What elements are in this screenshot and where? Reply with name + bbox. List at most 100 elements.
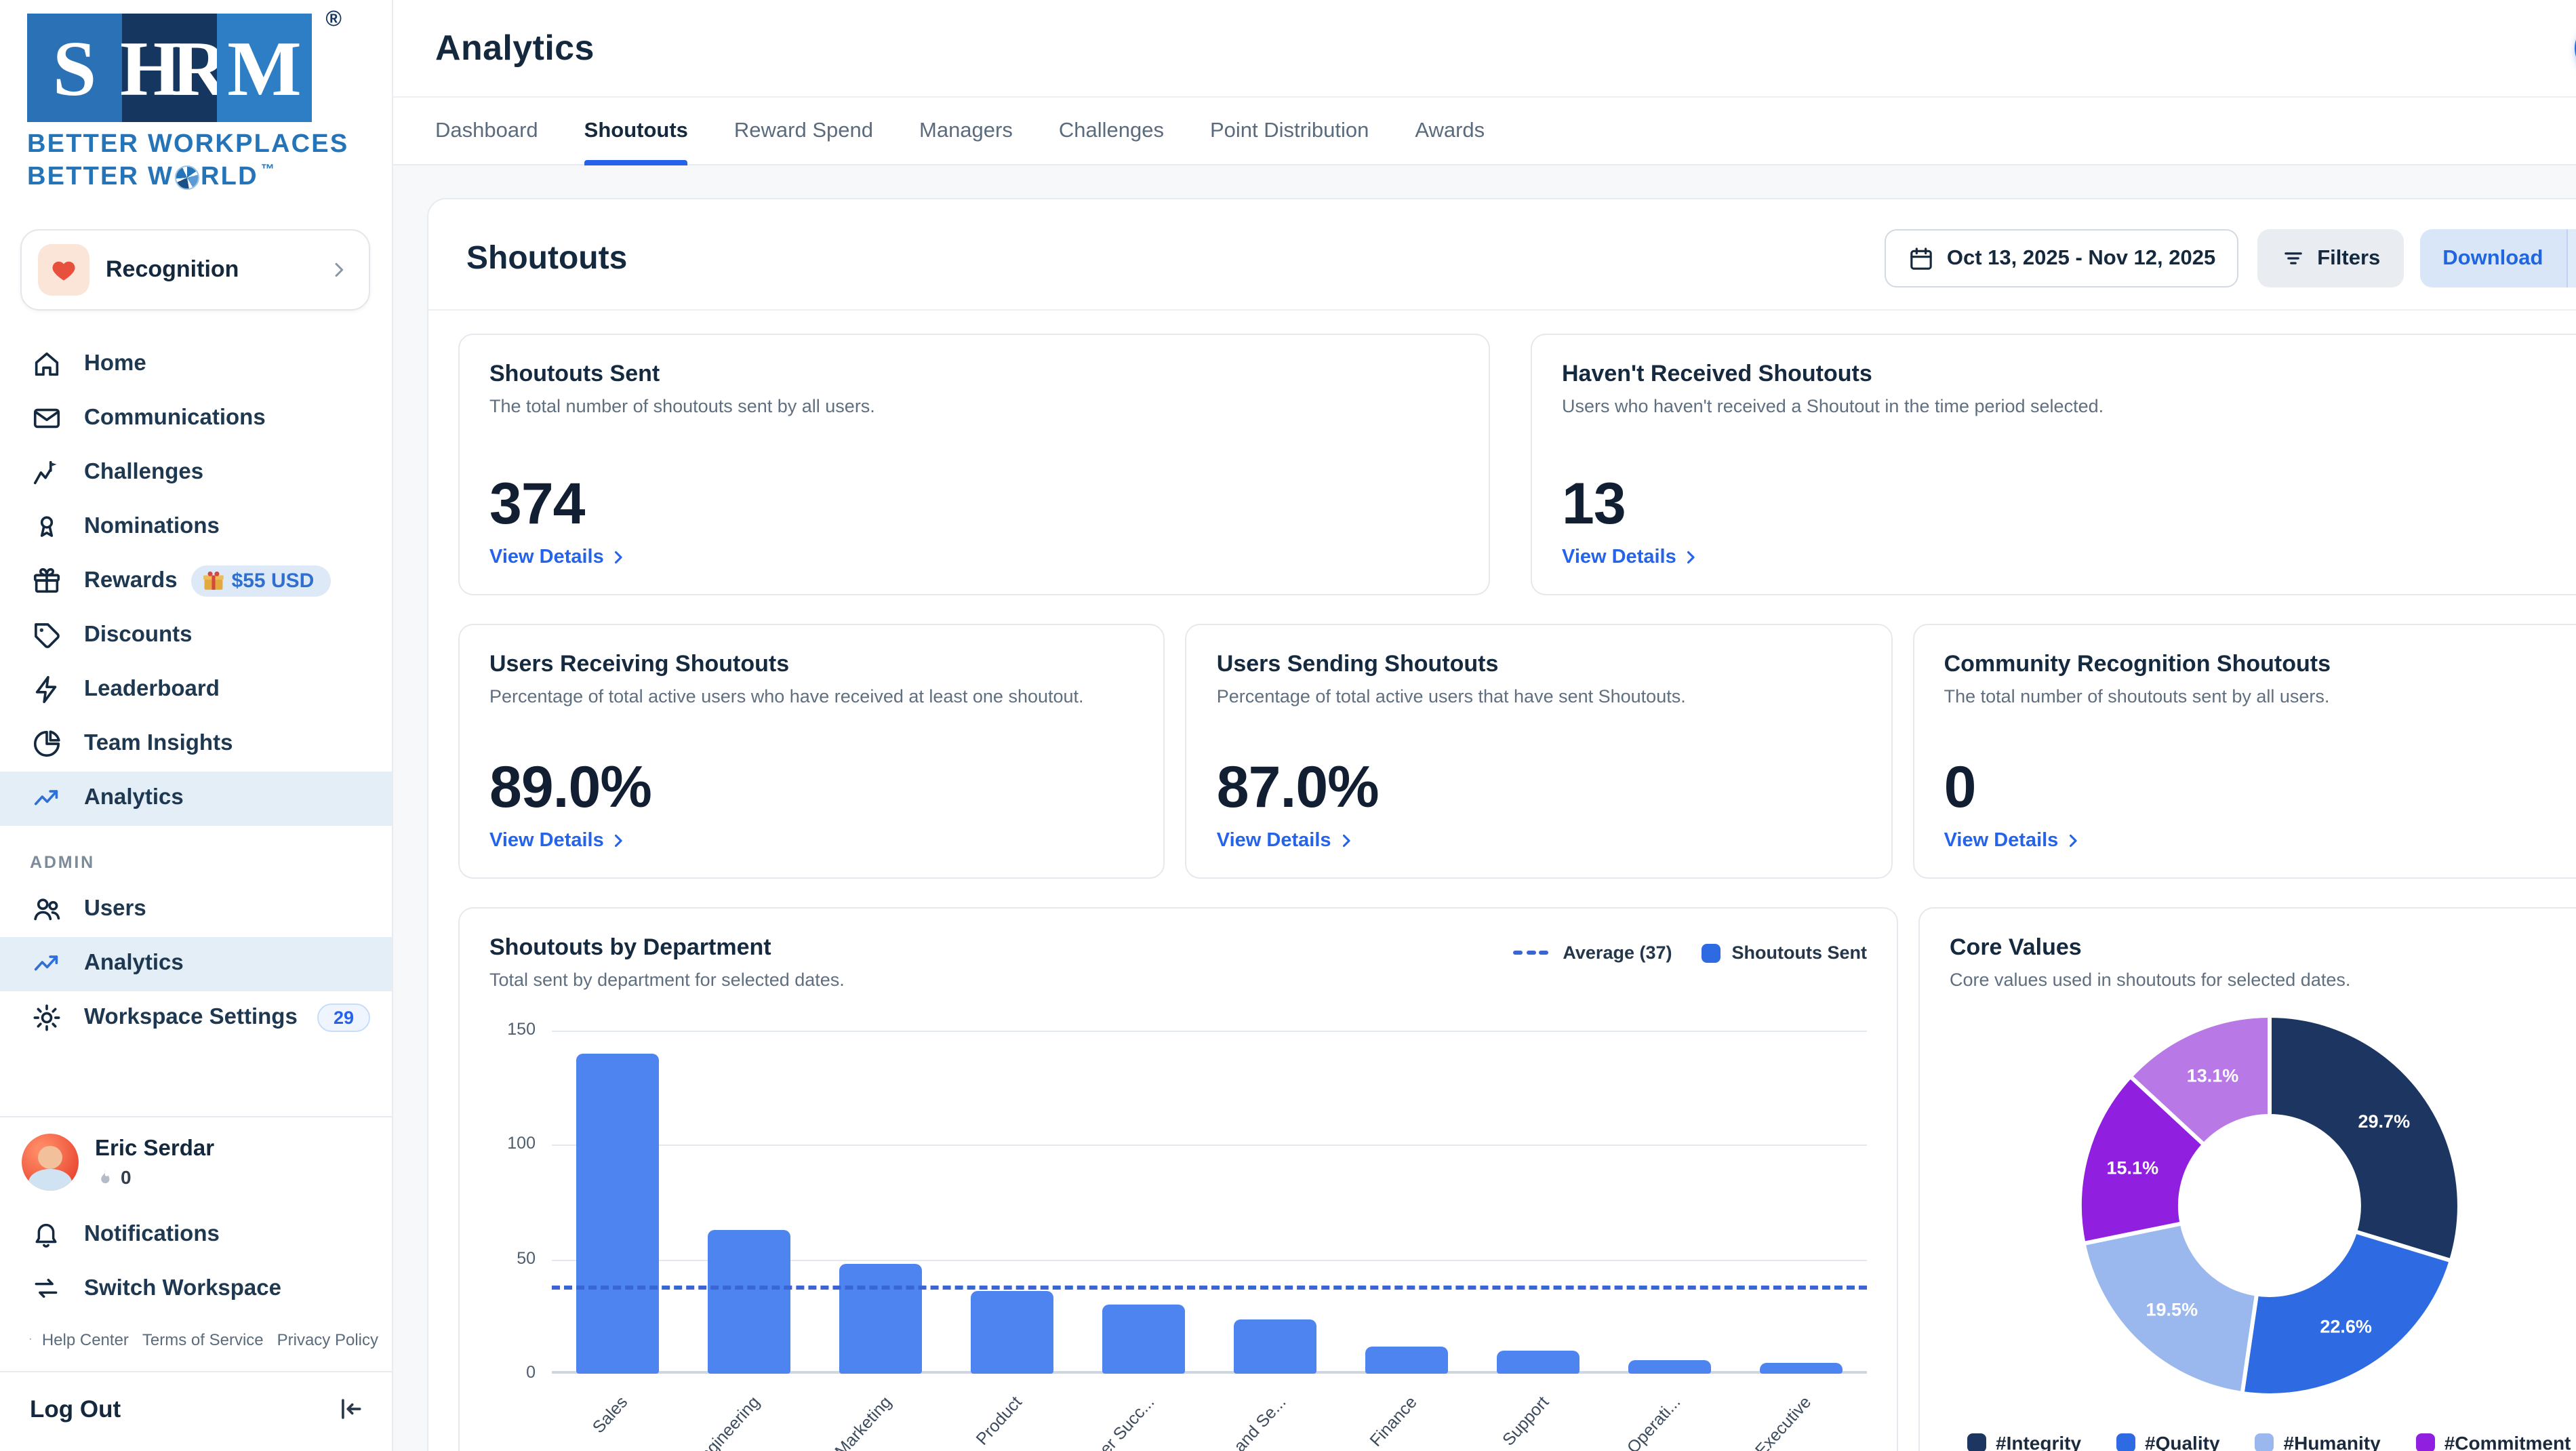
legend-square-icon (2116, 1433, 2136, 1451)
chevron-right-icon (1342, 834, 1350, 848)
team-insights-icon (33, 730, 60, 757)
y-axis-tick: 50 (517, 1248, 536, 1268)
sidebar-item-users[interactable]: Users (0, 882, 392, 936)
legend-square-icon (1702, 943, 1721, 962)
filters-button[interactable]: Filters (2257, 229, 2404, 287)
sidebar-item-notifications[interactable]: Notifications (0, 1207, 392, 1261)
view-details-link[interactable]: View Details (489, 830, 1134, 852)
user-section[interactable]: Eric Serdar 0 (0, 1116, 392, 1207)
gridline (552, 1031, 1867, 1032)
user-name: Eric Serdar (95, 1136, 215, 1161)
sidebar-item-home[interactable]: Home (0, 337, 392, 391)
logo-block-s: S (27, 14, 122, 122)
stat-card-users-receiving: Users Receiving Shoutouts Percentage of … (458, 624, 1165, 879)
download-divider (2566, 229, 2569, 287)
sidebar-item-discounts[interactable]: Discounts (0, 608, 392, 662)
bar-support (1497, 1351, 1579, 1374)
bar-marketing (839, 1264, 922, 1374)
sidebar-item-workspace-settings[interactable]: Workspace Settings 29 (0, 991, 392, 1045)
sidebar-item-label: Home (84, 351, 146, 376)
legend-square-icon (2415, 1433, 2435, 1451)
panel-title: Shoutouts (466, 239, 628, 276)
legend-item-quality: #Quality (2116, 1432, 2220, 1451)
ai-assistant-button[interactable] (2575, 20, 2576, 76)
tab-dashboard[interactable]: Dashboard (435, 119, 538, 142)
home-icon (34, 353, 58, 376)
x-axis-label: Support (1498, 1393, 1552, 1450)
stat-card-havent-received: Haven't Received Shoutouts Users who hav… (1531, 334, 2576, 595)
download-split-button[interactable]: Download (2419, 229, 2576, 287)
sidebar-item-communications[interactable]: Communications (0, 391, 392, 445)
chevron-right-icon (2070, 834, 2077, 848)
date-range-picker[interactable]: Oct 13, 2025 - Nov 12, 2025 (1884, 229, 2239, 287)
help-center-link[interactable]: Help Center (41, 1330, 129, 1349)
bar-chart: 150 100 50 0 Sales Engineering Marketing Produ… (489, 1020, 1867, 1451)
sidebar-item-analytics[interactable]: Analytics (0, 936, 392, 991)
tab-awards[interactable]: Awards (1415, 119, 1485, 142)
content-area: Shoutouts Oct 13, 2025 - Nov 12, 2025 Fi… (393, 165, 2576, 1451)
sidebar-item-analytics[interactable]: Analytics (0, 771, 392, 826)
admin-section-label: ADMIN (30, 852, 95, 872)
tab-reward-spend[interactable]: Reward Spend (733, 119, 873, 142)
bar-sales (576, 1053, 659, 1374)
sidebar-item-label: Nominations (84, 514, 220, 539)
tab-point-distribution[interactable]: Point Distribution (1210, 119, 1369, 142)
sidebar-item-label: Switch Workspace (84, 1275, 281, 1300)
legend-label: #Integrity (1996, 1432, 2082, 1451)
sidebar-item-rewards[interactable]: Rewards $55 USD (0, 554, 392, 608)
view-details-link[interactable]: View Details (1944, 830, 2576, 852)
shoutouts-by-department-card: Shoutouts by Department Total sent by de… (458, 907, 1898, 1451)
download-label[interactable]: Download (2442, 246, 2543, 269)
logo-tagline-1: BETTER WORKPLACES (27, 130, 349, 159)
bar-chart-plot: Sales Engineering Marketing Product Customer… (552, 1031, 1867, 1451)
download-caret[interactable] (2568, 229, 2576, 287)
switch-icon (35, 1278, 58, 1298)
x-axis-label: Customer Succ... (1056, 1393, 1158, 1451)
stat-card-users-sending: Users Sending Shoutouts Percentage of to… (1185, 624, 1893, 879)
app-switcher-recognition[interactable]: Recognition (20, 228, 370, 311)
legend-item-integrity: #Integrity (1967, 1432, 2081, 1451)
x-axis-label: Marketing (830, 1393, 895, 1451)
view-details-link[interactable]: View Details (1562, 546, 2576, 568)
stat-value: 0 (1944, 755, 1977, 820)
shoutouts-panel: Shoutouts Oct 13, 2025 - Nov 12, 2025 Fi… (427, 198, 2576, 1451)
stat-value: 13 (1562, 472, 1626, 537)
sidebar-item-leaderboard[interactable]: Leaderboard (0, 662, 392, 717)
donut-slice-humanity (2080, 1221, 2259, 1395)
legend-shoutouts-sent: Shoutouts Sent (1731, 942, 1868, 963)
tab-managers[interactable]: Managers (919, 119, 1013, 142)
bar-chart-subtitle: Total sent by department for selected da… (489, 970, 845, 990)
gridline (552, 1259, 1867, 1261)
donut-slice-integrity (2267, 1014, 2461, 1263)
collapse-sidebar-icon[interactable] (335, 1394, 365, 1424)
view-details-link[interactable]: View Details (1217, 830, 1861, 852)
x-axis-label: Executive (1752, 1393, 1815, 1451)
sidebar-item-team-insights[interactable]: Team Insights (0, 717, 392, 771)
avatar (22, 1134, 79, 1191)
tab-shoutouts[interactable]: Shoutouts (584, 97, 688, 165)
tab-challenges[interactable]: Challenges (1058, 119, 1164, 142)
analytics-icon (33, 790, 58, 806)
privacy-link[interactable]: Privacy Policy (277, 1330, 378, 1349)
bar-chart-y-axis: 150 100 50 0 (489, 1020, 552, 1382)
sidebar-item-nominations[interactable]: Nominations (0, 500, 392, 554)
panel-divider (428, 309, 2576, 311)
legend-square-icon (2255, 1433, 2274, 1451)
workspace-settings-count-badge: 29 (317, 1003, 370, 1033)
logout-row: Log Out (0, 1371, 392, 1451)
terms-link[interactable]: Terms of Service (142, 1330, 264, 1349)
main-area: Analytics Dashboard Shoutouts Reward Spend… (393, 0, 2576, 1451)
tagline-2-pre: BETTER W (27, 162, 174, 191)
sidebar-item-challenges[interactable]: Challenges (0, 445, 392, 500)
translate-icon[interactable] (30, 1326, 31, 1352)
sidebar-item-label: Communications (84, 405, 266, 431)
date-range-value: Oct 13, 2025 - Nov 12, 2025 (1946, 246, 2216, 269)
sidebar-item-switch-workspace[interactable]: Switch Workspace (0, 1261, 392, 1315)
stat-value: 89.0% (489, 755, 652, 820)
y-axis-tick: 100 (507, 1134, 536, 1153)
logout-button[interactable]: Log Out (30, 1395, 121, 1422)
sidebar-footer-nav: Notifications Switch Workspace (0, 1207, 392, 1315)
page-title: Analytics (435, 27, 595, 68)
view-details-link[interactable]: View Details (489, 546, 1459, 568)
